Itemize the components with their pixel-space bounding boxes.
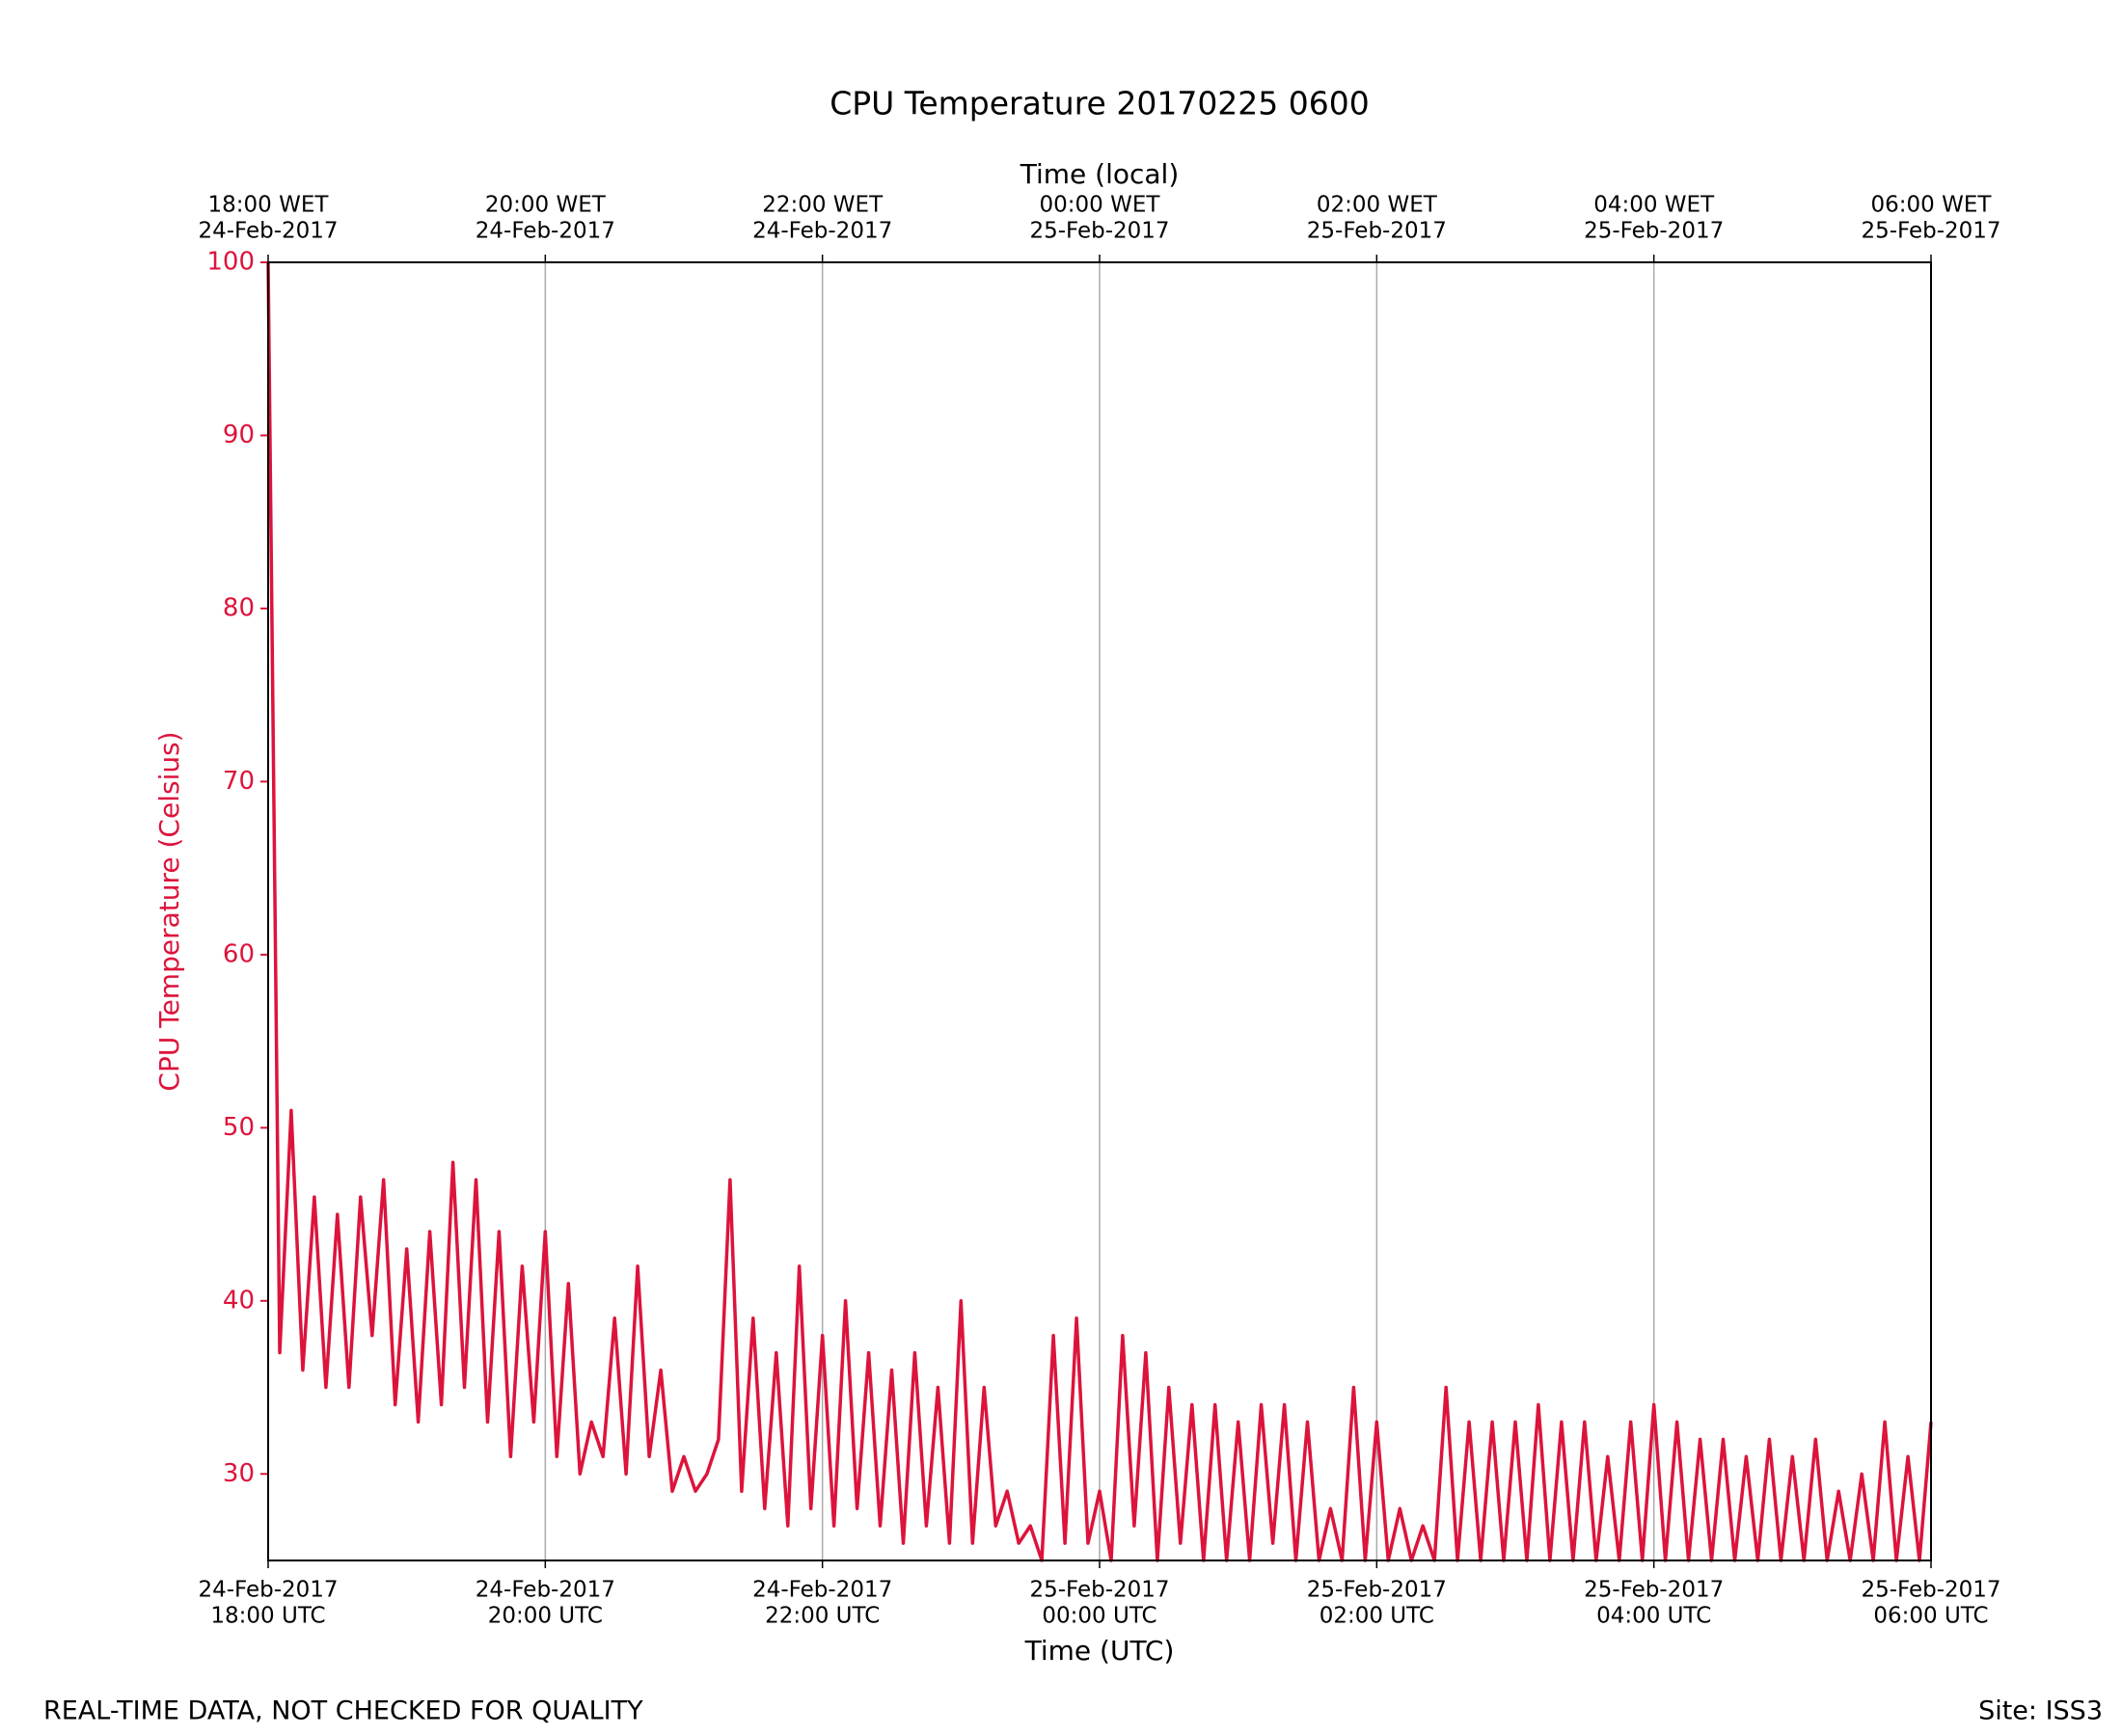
y-tick-label: 90	[223, 420, 255, 449]
x-tick-label: 04:00 UTC	[1596, 1604, 1711, 1629]
y-tick-label: 60	[223, 939, 255, 968]
x2-tick-label: 22:00 WET	[762, 193, 884, 218]
chart-title: CPU Temperature 20170225 0600	[830, 85, 1370, 122]
footnote: REAL-TIME DATA, NOT CHECKED FOR QUALITY	[43, 1696, 643, 1726]
site-label: Site: ISS3	[1978, 1696, 2103, 1726]
y-tick-label: 80	[223, 593, 255, 622]
x-tick-label: 25-Feb-2017	[1029, 1578, 1169, 1603]
x2-tick-label: 24-Feb-2017	[476, 219, 615, 244]
x2-tick-label: 25-Feb-2017	[1307, 219, 1447, 244]
y-tick-label: 100	[206, 248, 255, 277]
data-line	[266, 261, 1933, 1562]
y-tick-label: 40	[223, 1286, 255, 1315]
x2-tick-label: 25-Feb-2017	[1861, 219, 2000, 244]
x-tick-label: 18:00 UTC	[210, 1604, 325, 1629]
x2-tick-label: 20:00 WET	[485, 193, 607, 218]
x-tick-label: 25-Feb-2017	[1584, 1578, 1724, 1603]
x2-axis-label: Time (local)	[1020, 158, 1180, 190]
x2-tick-label: 00:00 WET	[1040, 193, 1161, 218]
x-tick-label: 22:00 UTC	[765, 1604, 880, 1629]
x2-tick-label: 02:00 WET	[1317, 193, 1438, 218]
x2-tick-label: 24-Feb-2017	[198, 219, 338, 244]
x-tick-label: 25-Feb-2017	[1307, 1578, 1447, 1603]
y-tick-label: 30	[223, 1459, 255, 1488]
y-tick-label: 50	[223, 1113, 255, 1142]
x2-tick-label: 06:00 WET	[1871, 193, 1993, 218]
y-tick-label: 70	[223, 767, 255, 796]
x-tick-label: 06:00 UTC	[1873, 1604, 1988, 1629]
x-tick-label: 25-Feb-2017	[1861, 1578, 2000, 1603]
x-axis-label: Time (UTC)	[1024, 1635, 1175, 1667]
x-tick-label: 24-Feb-2017	[198, 1578, 338, 1603]
x2-tick-label: 25-Feb-2017	[1029, 219, 1169, 244]
x2-tick-label: 04:00 WET	[1593, 193, 1715, 218]
plot-frame	[267, 261, 1932, 1561]
y-axis-label: CPU Temperature (Celsius)	[153, 731, 185, 1091]
x2-tick-label: 18:00 WET	[208, 193, 330, 218]
x-tick-label: 24-Feb-2017	[476, 1578, 615, 1603]
x-tick-label: 02:00 UTC	[1319, 1604, 1434, 1629]
x2-tick-label: 25-Feb-2017	[1584, 219, 1724, 244]
x2-tick-label: 24-Feb-2017	[752, 219, 892, 244]
x-tick-label: 24-Feb-2017	[752, 1578, 892, 1603]
x-tick-label: 00:00 UTC	[1042, 1604, 1156, 1629]
x-tick-label: 20:00 UTC	[488, 1604, 603, 1629]
